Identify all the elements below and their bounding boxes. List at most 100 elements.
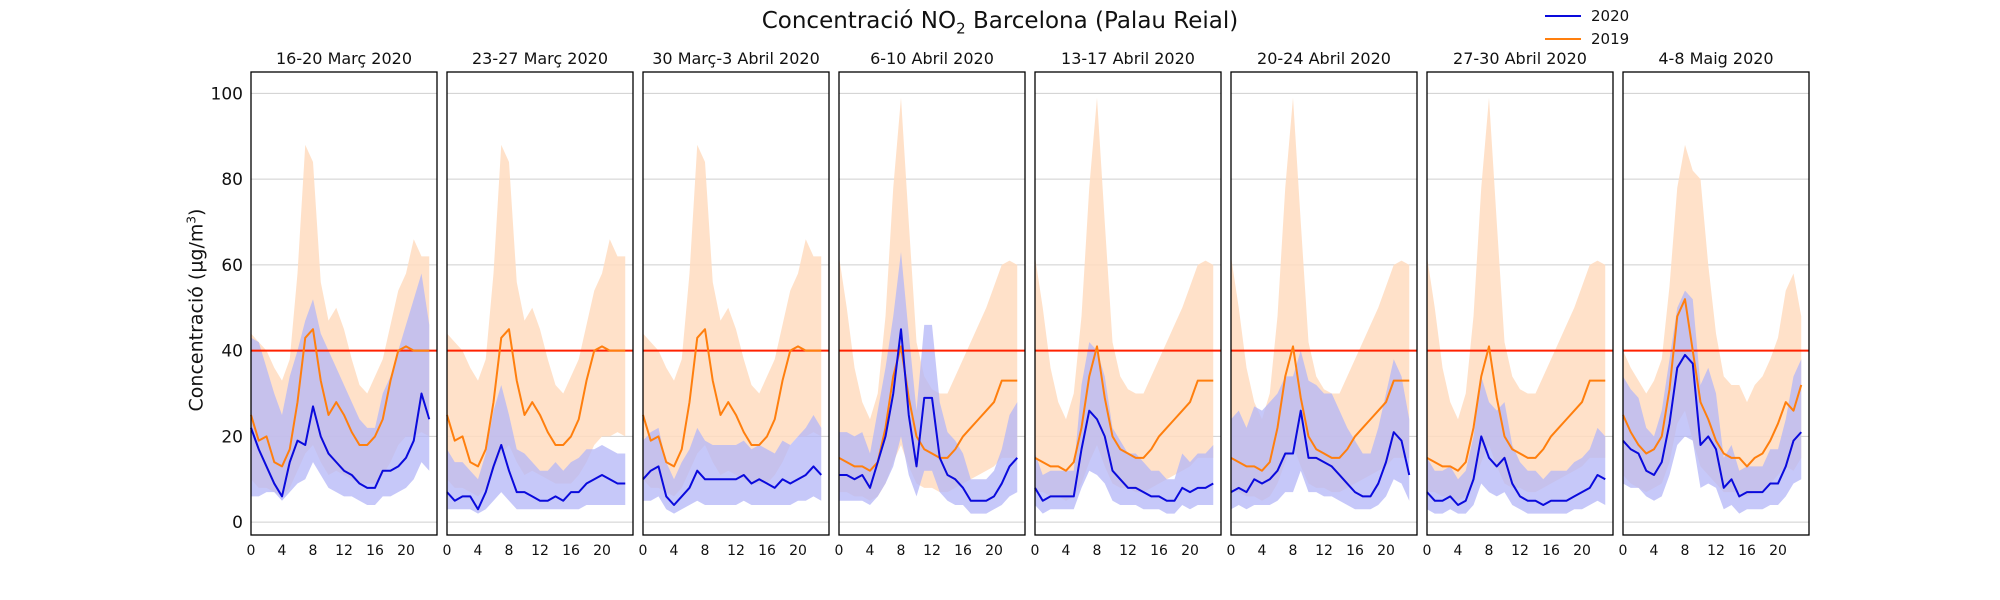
panel-2-band-2019	[447, 144, 626, 497]
panel-2-xtick-8: 8	[505, 543, 514, 559]
panel-2-xtick-0: 0	[443, 543, 452, 559]
panel-6-xtick-16: 16	[1346, 543, 1364, 559]
legend-label-2020: 2020	[1591, 6, 1630, 25]
panel-7-frame	[1426, 71, 1614, 536]
panel-5-frame	[1034, 71, 1222, 536]
panel-2-line-2019	[446, 328, 626, 468]
panel-3-line-2020	[642, 465, 822, 506]
panel-2-xtick-20: 20	[593, 543, 611, 559]
panel-7-xtick-4: 4	[1454, 543, 1463, 559]
legend: 2020 2019	[1545, 4, 1629, 50]
legend-swatch-2020	[1545, 14, 1581, 17]
panel-5-title: 13-17 Abril 2020	[1061, 49, 1195, 68]
panel-1-xtick-8: 8	[309, 543, 318, 559]
panel-6-line-2019	[1230, 345, 1410, 472]
panel-8-xtick-12: 12	[1707, 543, 1725, 559]
ytick-80: 80	[221, 170, 243, 190]
panel-4-frame	[838, 71, 1026, 536]
panel-3-xtick-4: 4	[670, 543, 679, 559]
panel-4-xtick-16: 16	[954, 543, 972, 559]
panel-6-xtick-20: 20	[1377, 543, 1395, 559]
ytick-100: 100	[211, 84, 243, 104]
panel-1-frame	[250, 71, 438, 536]
panel-6-xtick-0: 0	[1227, 543, 1236, 559]
panel-4-xtick-4: 4	[866, 543, 875, 559]
panel-3-line-2019	[642, 328, 822, 468]
panel-5-xtick-16: 16	[1150, 543, 1168, 559]
panel-7-band-2019	[1427, 97, 1606, 501]
panel-6-xtick-4: 4	[1258, 543, 1267, 559]
panel-8-xtick-0: 0	[1619, 543, 1628, 559]
panel-6-band-2020	[1231, 350, 1410, 510]
panel-8-line-2019	[1622, 298, 1803, 468]
panel-2-line-2020	[446, 443, 626, 511]
panel-7-band-2020	[1427, 376, 1606, 514]
panel-3-xtick-12: 12	[727, 543, 745, 559]
panel-5-band-2020	[1035, 342, 1214, 514]
panel-7-xtick-16: 16	[1542, 543, 1560, 559]
panel-7-xtick-20: 20	[1573, 543, 1591, 559]
panel-6-line-2020	[1230, 409, 1411, 498]
panel-3-frame	[642, 71, 830, 536]
panel-3-xtick-20: 20	[789, 543, 807, 559]
panel-8-frame	[1622, 71, 1810, 536]
panel-5-line-2019	[1034, 345, 1214, 472]
panel-5-xtick-0: 0	[1031, 543, 1040, 559]
panel-5-xtick-8: 8	[1093, 543, 1102, 559]
legend-item-2019: 2019	[1545, 27, 1629, 50]
panel-2-xtick-16: 16	[562, 543, 580, 559]
panel-2-xtick-4: 4	[474, 543, 483, 559]
ytick-60: 60	[221, 256, 243, 276]
panel-1-line-2019	[250, 328, 430, 468]
panel-5-line-2020	[1034, 409, 1214, 502]
panel-6-title: 20-24 Abril 2020	[1257, 49, 1391, 68]
panel-3-xtick-0: 0	[639, 543, 648, 559]
panel-3-title: 30 Març-3 Abril 2020	[652, 49, 820, 68]
panel-4-xtick-20: 20	[985, 543, 1003, 559]
panel-1-xtick-12: 12	[335, 543, 353, 559]
ytick-20: 20	[221, 427, 243, 447]
panel-4-xtick-0: 0	[835, 543, 844, 559]
panel-7-line-2020	[1426, 435, 1606, 506]
panel-2-band-2020	[447, 384, 626, 514]
panel-7-xtick-0: 0	[1423, 543, 1432, 559]
panel-7-xtick-8: 8	[1485, 543, 1494, 559]
legend-item-2020: 2020	[1545, 4, 1629, 27]
panel-5-band-2019	[1035, 97, 1214, 501]
ytick-0: 0	[232, 513, 243, 533]
panel-7-title: 27-30 Abril 2020	[1453, 49, 1587, 68]
panel-1-line-2020	[250, 392, 431, 498]
panel-8-title: 4-8 Maig 2020	[1658, 49, 1773, 68]
legend-label-2019: 2019	[1591, 29, 1630, 48]
panel-1-xtick-16: 16	[366, 543, 384, 559]
panel-1-title: 16-20 Març 2020	[276, 49, 412, 68]
panel-8-xtick-8: 8	[1681, 543, 1690, 559]
panel-7-xtick-12: 12	[1511, 543, 1529, 559]
panel-4-line-2019	[838, 345, 1018, 472]
panel-3-xtick-8: 8	[701, 543, 710, 559]
panel-1-xtick-20: 20	[397, 543, 415, 559]
panel-5-xtick-12: 12	[1119, 543, 1137, 559]
chart-title: Concentració NO2 Barcelona (Palau Reial)	[761, 8, 1239, 38]
panel-7-line-2019	[1426, 345, 1606, 472]
panel-1-xtick-0: 0	[247, 543, 256, 559]
panel-6-xtick-8: 8	[1289, 543, 1298, 559]
legend-swatch-2019	[1545, 37, 1581, 40]
panel-2-frame	[446, 71, 634, 536]
panel-4-title: 6-10 Abril 2020	[870, 49, 994, 68]
panel-3-xtick-16: 16	[758, 543, 776, 559]
panel-8-line-2020	[1622, 353, 1802, 498]
panel-2-xtick-12: 12	[531, 543, 549, 559]
panel-8-xtick-20: 20	[1769, 543, 1787, 559]
panel-6-frame	[1230, 71, 1418, 536]
panel-8-xtick-4: 4	[1650, 543, 1659, 559]
panel-8-band-2020	[1623, 290, 1802, 514]
panel-6-xtick-12: 12	[1315, 543, 1333, 559]
panel-1-xtick-4: 4	[278, 543, 287, 559]
panel-8-xtick-16: 16	[1738, 543, 1756, 559]
panel-5-xtick-4: 4	[1062, 543, 1071, 559]
panel-5-xtick-20: 20	[1181, 543, 1199, 559]
panel-4-line-2020	[839, 328, 1018, 502]
